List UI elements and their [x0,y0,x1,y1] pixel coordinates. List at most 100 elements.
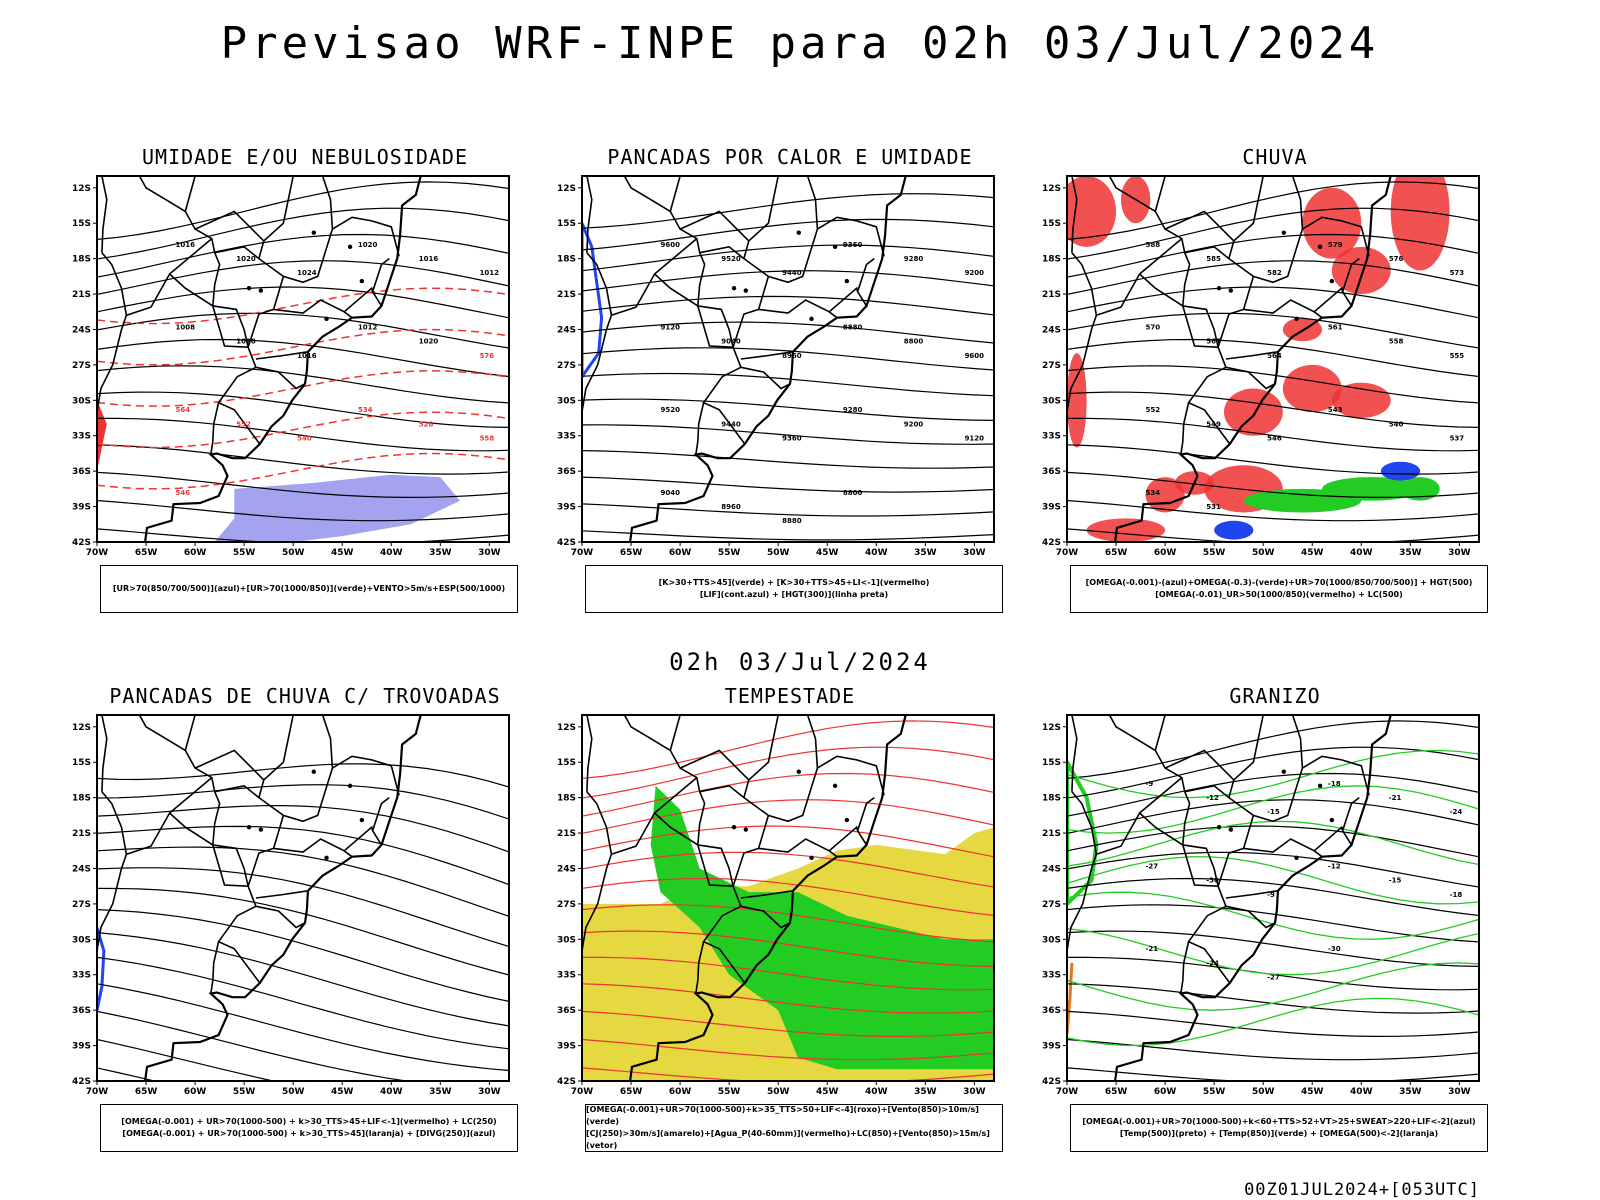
contour-label: 1020 [236,255,256,263]
lat-tick-label: 39S [72,1042,91,1052]
contour-label: -21 [1389,794,1402,802]
lat-tick-label: 12S [1042,184,1061,194]
contour-label: -24 [1450,808,1463,816]
contour-label: 9520 [660,406,680,414]
lat-tick-label: 15S [72,758,91,768]
lat-tick-label: 27S [72,361,91,371]
lon-tick-label: 45W [1301,1087,1324,1097]
sub-title: 02h 03/Jul/2024 [669,648,931,676]
lon-tick-label: 65W [620,548,643,558]
lat-tick-label: 36S [72,1006,91,1016]
lat-tick-label: 24S [557,864,576,874]
lat-tick-label: 18S [557,794,576,804]
lon-tick-label: 50W [1252,1087,1275,1097]
map-canvas: -9 -12 -15 -18 -21 -24 -27 -30 -9 -12 -15 -18 -21 -24… [1042,714,1480,1097]
lon-tick-label: 60W [184,1087,207,1097]
lon-tick-label: 70W [86,1087,109,1097]
lon-tick-label: 50W [767,1087,790,1097]
contour-label: 564 [175,406,190,414]
lon-tick-label: 70W [1056,1087,1079,1097]
contour-label: 9200 [965,269,985,277]
contour-label: 8960 [721,503,741,511]
lat-tick-label: 21S [557,290,576,300]
lat-tick-label: 39S [72,503,91,513]
map-canvas: 9600 9520 9440 9360 9280 9200 9120 9040 8960 8880… [557,175,995,558]
lon-tick-label: 50W [767,548,790,558]
lat-tick-label: 33S [557,432,576,442]
contour-label: -18 [1328,780,1341,788]
lat-tick-label: 42S [557,1077,576,1087]
lat-tick-label: 18S [72,794,91,804]
contour-label: -9 [1145,780,1153,788]
contour-label: 585 [1206,255,1221,263]
panel-legend: [OMEGA(-0.001) + UR>70(1000-500) + k>30_… [100,1104,518,1152]
lat-tick-label: 30S [1042,396,1061,406]
contour-label: 588 [1145,241,1160,249]
contour-label: -21 [1145,945,1158,953]
contour-label: 9040 [721,338,741,346]
lon-tick-label: 70W [1056,548,1079,558]
lon-tick-label: 70W [86,548,109,558]
panel-title: CHUVA [1242,145,1308,169]
lon-tick-label: 55W [1203,1087,1226,1097]
contour-label: 528 [419,420,434,428]
lat-tick-label: 33S [557,971,576,981]
lon-tick-label: 60W [1154,1087,1177,1097]
lat-tick-label: 27S [1042,361,1061,371]
lat-tick-label: 42S [72,538,91,548]
lon-tick-label: 60W [184,548,207,558]
contour-label: 1024 [297,269,317,277]
lon-tick-label: 45W [331,1087,354,1097]
lon-tick-label: 60W [669,548,692,558]
legend-line: [UR>70(850/700/500)](azul)+[UR>70(1000/8… [112,584,506,593]
lat-tick-label: 15S [1042,219,1061,229]
contour-label: 9360 [782,434,802,442]
lon-tick-label: 45W [816,1087,839,1097]
panel-legend: [K>30+TTS>45](verde) + [K>30+TTS>45+LI<-… [585,565,1003,613]
contour-label: 9120 [965,434,985,442]
legend-line: [OMEGA(-0.001)-(azul)+OMEGA(-0.3)-(verde… [1085,578,1473,587]
contour-label: 8880 [843,323,863,331]
contour-label: 1008 [175,323,195,331]
contour-label: 1016 [297,352,317,360]
lat-tick-label: 36S [1042,467,1061,477]
contour-label: 8880 [782,517,802,525]
lon-tick-label: 55W [718,548,741,558]
legend-line: [K>30+TTS>45](verde) + [K>30+TTS>45+LI<-… [658,578,930,587]
legend-line: [Temp(500)](preto) + [Temp(850)](verde) … [1119,1129,1439,1138]
lon-tick-label: 35W [429,1087,452,1097]
lat-tick-label: 39S [1042,503,1061,513]
lat-tick-label: 15S [557,219,576,229]
lon-tick-label: 30W [1448,1087,1471,1097]
lat-tick-label: 36S [72,467,91,477]
contour-label: 9600 [660,241,680,249]
contour-label: -30 [1206,877,1219,885]
panel-legend: [UR>70(850/700/500)](azul)+[UR>70(1000/8… [100,565,518,613]
lon-tick-label: 30W [1448,548,1471,558]
contour-label: 1016 [175,241,195,249]
lon-tick-label: 35W [914,1087,937,1097]
lat-tick-label: 24S [72,864,91,874]
contour-label: 564 [1267,352,1282,360]
panel-title: PANCADAS POR CALOR E UMIDADE [607,145,973,169]
contour-label: 1020 [358,241,378,249]
contour-label: -15 [1389,877,1402,885]
lon-tick-label: 55W [1203,548,1226,558]
footer-run-info: 00Z01JUL2024+[053UTC] [1244,1180,1480,1200]
lat-tick-label: 33S [1042,971,1061,981]
legend-line: [OMEGA(-0.001) + UR>70(1000-500) + k>30_… [122,1129,496,1138]
lat-tick-label: 18S [72,255,91,265]
lon-tick-label: 35W [1399,1087,1422,1097]
contour-label: 9600 [965,352,985,360]
lat-tick-label: 24S [72,325,91,335]
lon-tick-label: 65W [135,548,158,558]
map-panel-5: TEMPESTADE 12S 15S 18S 21S 24S 27S 30S 33S 36S 39S… [555,684,1025,1164]
lon-tick-label: 60W [1154,548,1177,558]
lon-tick-label: 70W [571,548,594,558]
lon-tick-label: 30W [478,1087,501,1097]
contour-label: 534 [1145,489,1160,497]
lat-tick-label: 18S [557,255,576,265]
contour-label: -24 [1206,959,1219,967]
panel-legend: [OMEGA(-0.001)-(azul)+OMEGA(-0.3)-(verde… [1070,565,1488,613]
